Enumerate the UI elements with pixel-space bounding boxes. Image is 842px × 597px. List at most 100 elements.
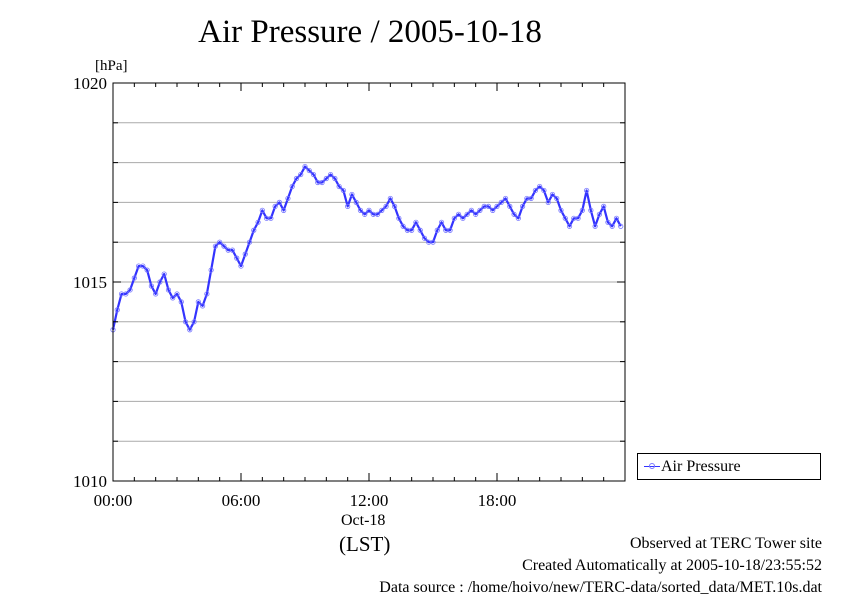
- data-point: [268, 215, 274, 221]
- data-point: [259, 207, 265, 213]
- data-point: [605, 219, 611, 225]
- data-point: [549, 191, 556, 198]
- data-point: [455, 211, 462, 217]
- data-point: [174, 291, 180, 297]
- data-point: [532, 187, 539, 194]
- data-point: [528, 195, 534, 202]
- data-point: [460, 215, 466, 221]
- x-unit-label: (LST): [339, 532, 391, 556]
- y-axis-label: [hPa]: [95, 58, 128, 74]
- data-point: [148, 283, 154, 289]
- data-point: [208, 267, 214, 273]
- data-point: [234, 255, 240, 261]
- data-point: [332, 175, 338, 182]
- footer-observed: Observed at TERC Tower site: [629, 535, 822, 552]
- data-point: [583, 187, 590, 194]
- data-point: [178, 299, 184, 305]
- data-point: [618, 223, 624, 229]
- data-point: [609, 223, 615, 229]
- data-point: [153, 291, 159, 297]
- data-point: [161, 271, 167, 277]
- data-point: [473, 211, 479, 217]
- data-point: [306, 167, 312, 174]
- data-point: [502, 195, 509, 202]
- data-point: [485, 203, 492, 209]
- data-point: [182, 319, 189, 325]
- data-point: [217, 239, 223, 245]
- data-point: [464, 211, 470, 217]
- data-point: [123, 291, 129, 297]
- data-point: [204, 291, 210, 297]
- data-point: [293, 175, 300, 182]
- data-point: [285, 195, 291, 202]
- data-point: [366, 207, 372, 213]
- data-point: [468, 207, 474, 213]
- y-tick-label: 1015: [73, 273, 107, 292]
- data-point: [340, 187, 346, 194]
- chart-title: Air Pressure / 2005-10-18: [198, 14, 542, 50]
- data-point: [246, 239, 253, 245]
- data-point: [255, 219, 261, 225]
- x-tick-label: 00:00: [94, 491, 133, 510]
- data-point: [558, 207, 564, 213]
- legend-swatch-marker: [649, 463, 655, 469]
- x-date-label: Oct-18: [341, 512, 386, 529]
- data-point: [127, 287, 133, 293]
- data-point: [310, 171, 317, 178]
- data-point: [613, 215, 620, 221]
- legend: Air Pressure: [637, 453, 821, 480]
- x-tick-label: 06:00: [222, 491, 261, 510]
- series-line: [111, 165, 622, 331]
- data-point: [302, 163, 308, 170]
- data-point: [494, 203, 500, 209]
- data-point: [387, 195, 393, 202]
- data-point: [323, 175, 329, 182]
- data-point: [362, 211, 368, 217]
- data-point: [357, 207, 364, 213]
- data-point: [588, 207, 594, 213]
- data-point: [511, 211, 517, 217]
- data-point: [447, 227, 453, 233]
- data-point: [170, 295, 176, 301]
- data-point: [537, 183, 543, 190]
- data-point: [221, 243, 227, 249]
- y-axis: 1010 1015 1020[hPa]: [73, 58, 625, 491]
- data-point: [383, 203, 389, 209]
- data-point: [562, 215, 568, 221]
- data-point: [554, 195, 560, 202]
- y-tick-label: 1010: [73, 472, 107, 491]
- data-point: [421, 235, 428, 241]
- data-point: [596, 211, 603, 217]
- data-point: [144, 267, 150, 273]
- y-tick-label: 1020: [73, 74, 107, 93]
- data-point: [391, 203, 398, 209]
- data-point: [251, 227, 257, 233]
- data-point: [477, 207, 483, 213]
- data-point: [490, 207, 496, 213]
- footer-created: Created Automatically at 2005-10-18/23:5…: [522, 557, 822, 574]
- data-point: [165, 287, 172, 293]
- footer-source: Data source : /home/hoivo/new/TERC-data/…: [379, 579, 822, 596]
- data-point: [298, 171, 304, 178]
- gridlines: [113, 122, 625, 442]
- data-point: [195, 299, 201, 305]
- data-point: [238, 263, 244, 269]
- data-point: [374, 211, 381, 217]
- x-tick-label: 18:00: [478, 491, 517, 510]
- data-point: [319, 179, 325, 186]
- data-point: [187, 327, 193, 333]
- air-pressure-series: [110, 163, 624, 333]
- legend-label: Air Pressure: [661, 458, 741, 475]
- data-point: [191, 319, 197, 325]
- x-tick-label: 12:00: [350, 491, 389, 510]
- data-point: [519, 203, 526, 209]
- data-point: [592, 223, 598, 229]
- data-point: [541, 187, 547, 194]
- data-point: [434, 227, 440, 233]
- data-point: [451, 215, 457, 221]
- data-point: [289, 183, 295, 190]
- data-point: [413, 219, 419, 225]
- data-point: [396, 215, 402, 221]
- data-point: [345, 203, 351, 209]
